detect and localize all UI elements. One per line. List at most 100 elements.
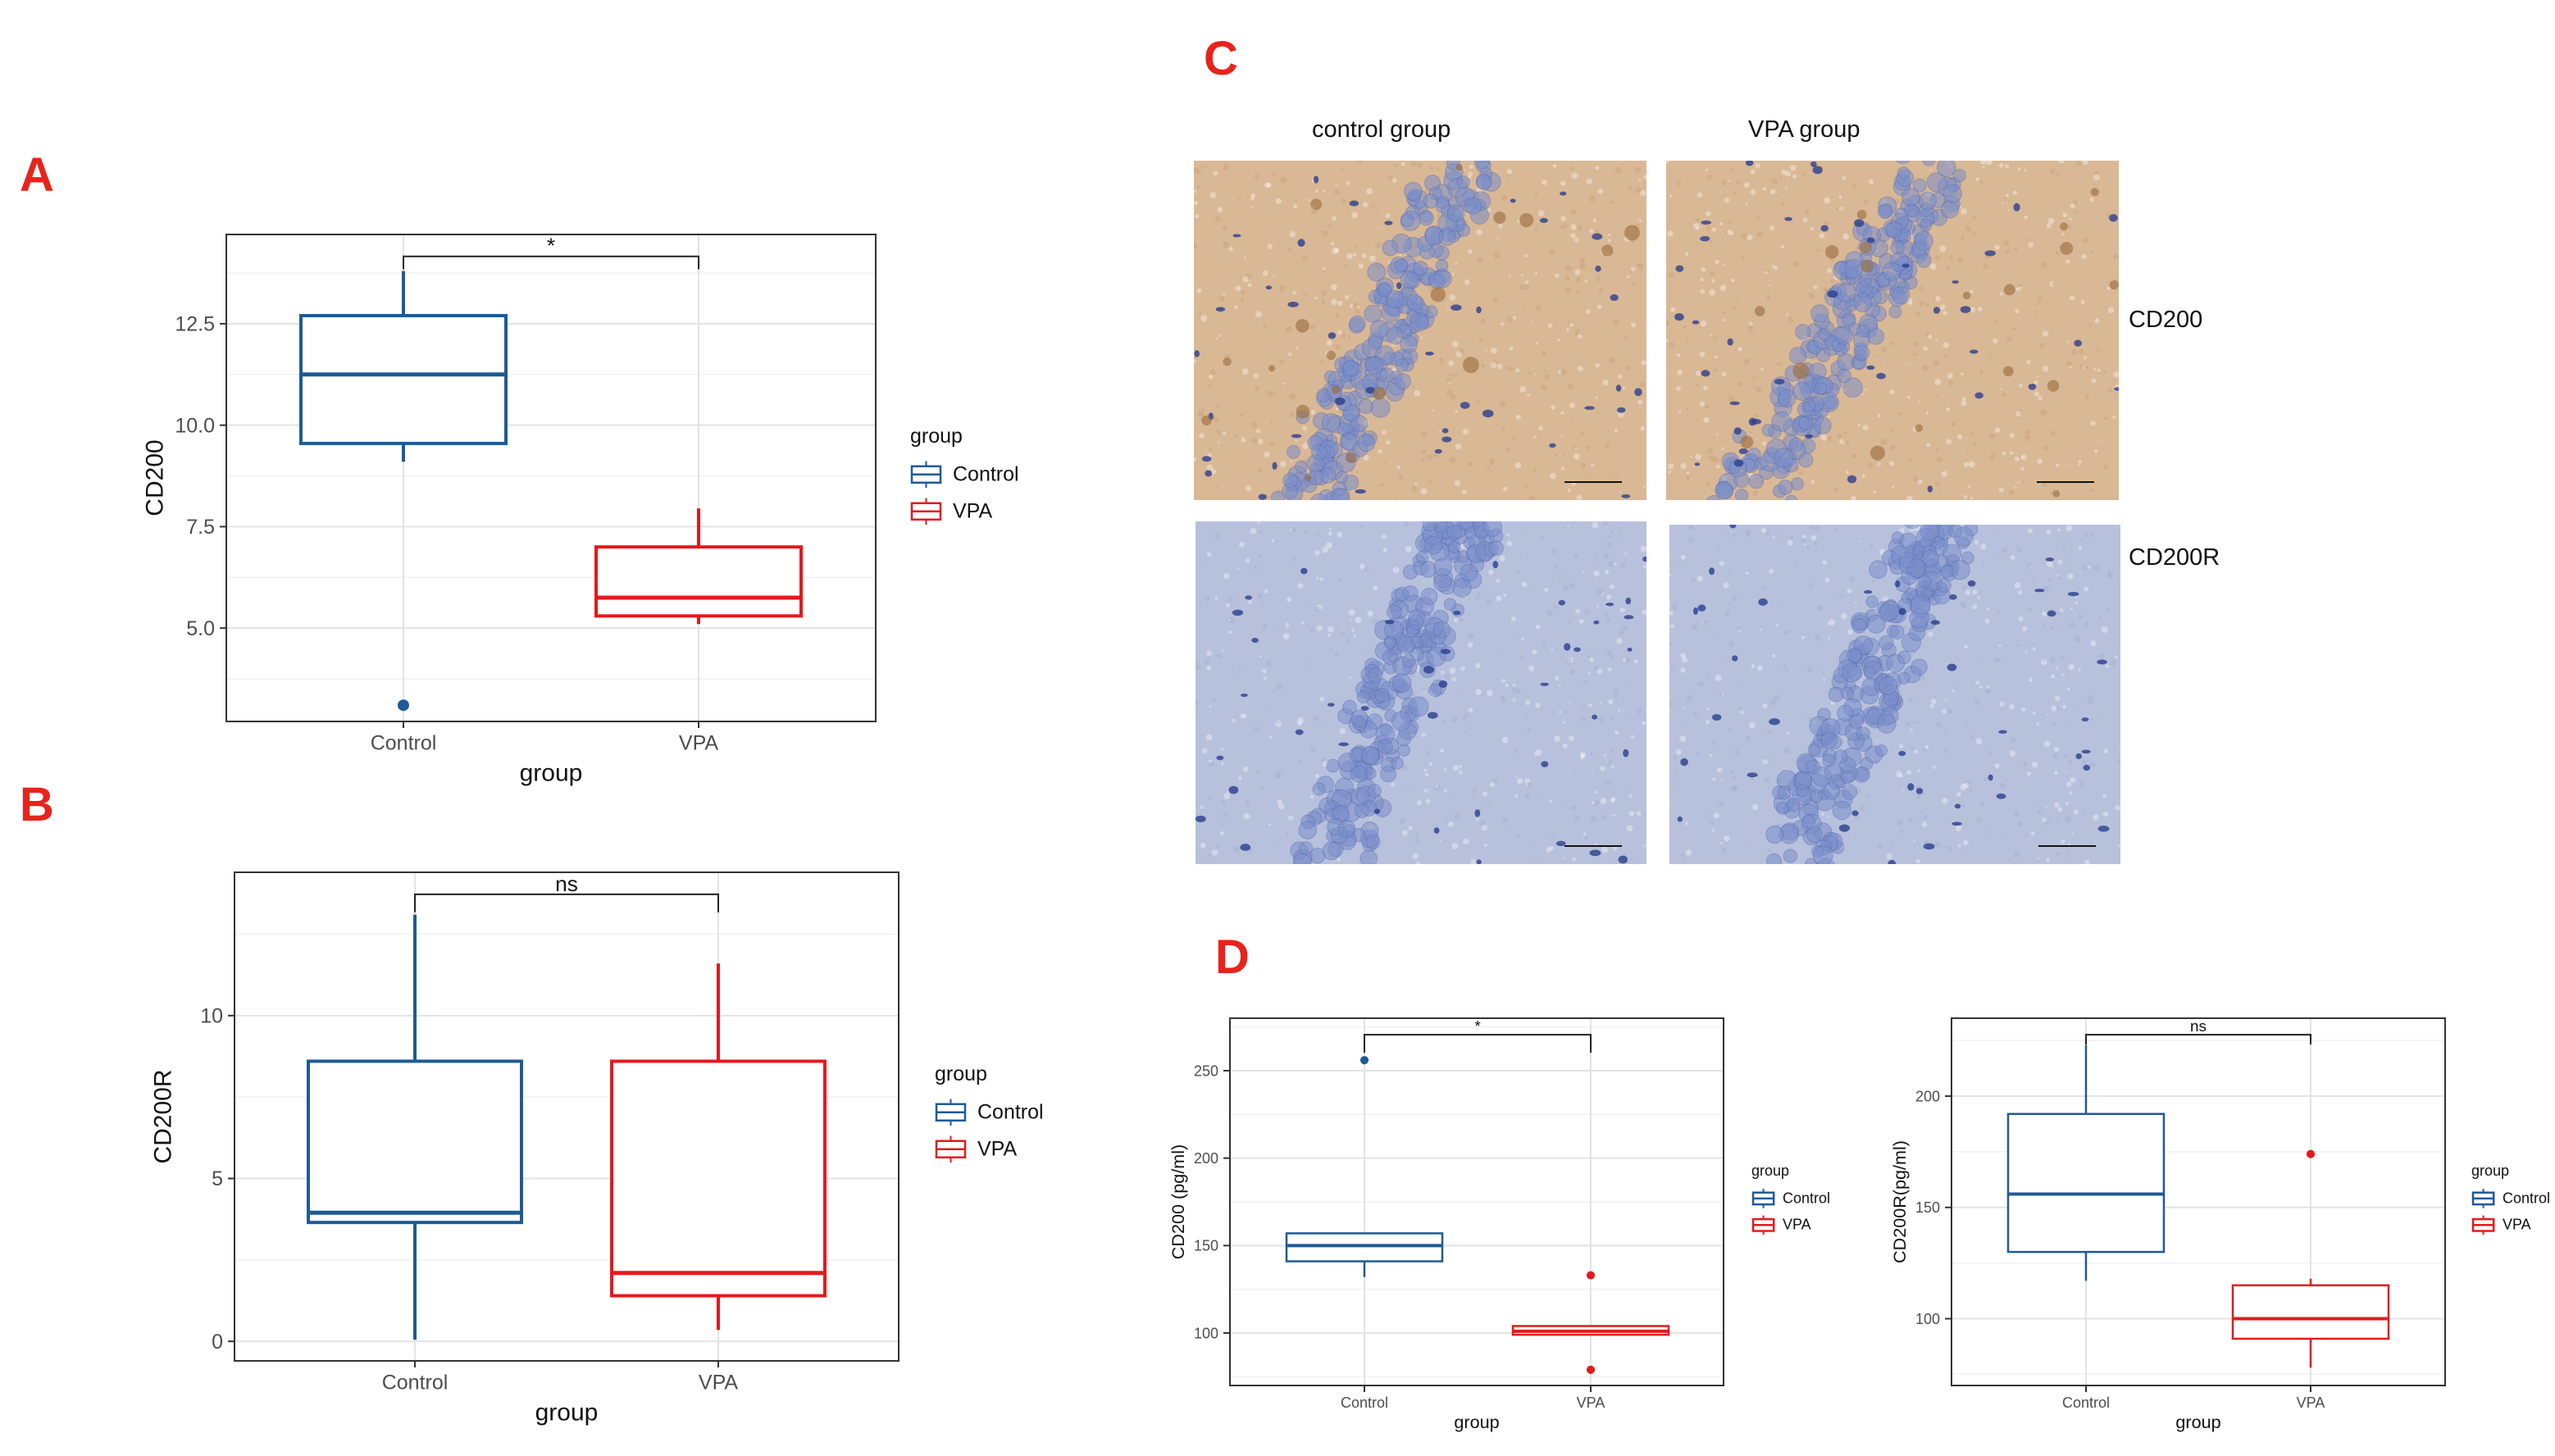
tissue-grain [1263, 324, 1267, 328]
tissue-grain [1847, 629, 1853, 635]
brown-stain [1624, 225, 1640, 241]
tissue-grain [1385, 213, 1391, 219]
tissue-grain [1736, 180, 1741, 184]
tissue-grain [1194, 167, 1200, 175]
tissue-grain [1699, 351, 1706, 357]
tissue-grain [1824, 197, 1831, 204]
tissue-grain [1218, 296, 1226, 303]
tissue-grain [1922, 364, 1929, 371]
tissue-grain [1724, 533, 1727, 536]
tissue-grain [2075, 210, 2079, 213]
tissue-grain [1592, 521, 1599, 529]
tissue-grain [1883, 596, 1886, 599]
tissue-grain [1961, 208, 1967, 215]
dark-nucleus [1245, 595, 1252, 600]
tissue-grain [1984, 618, 1990, 624]
tissue-grain [1329, 528, 1332, 530]
tissue-grain [1241, 436, 1244, 439]
ihc-row-label-cd200r: CD200R [2129, 544, 2220, 571]
tissue-grain [1710, 821, 1715, 826]
cell-nucleus [1422, 521, 1437, 532]
tissue-grain [1448, 373, 1452, 377]
tissue-grain [1740, 710, 1744, 715]
tissue-grain [1240, 413, 1244, 417]
cell-nucleus [1878, 676, 1898, 695]
tissue-grain [1876, 462, 1882, 466]
tissue-grain [1307, 602, 1310, 605]
tissue-grain [1603, 612, 1609, 617]
cell-nucleus [1310, 444, 1328, 461]
tissue-grain [1697, 192, 1703, 198]
tissue-grain [1477, 592, 1482, 597]
tissue-grain [1501, 427, 1505, 431]
cell-nucleus [1369, 320, 1389, 339]
tissue-grain [1781, 604, 1784, 607]
tissue-grain [1521, 274, 1523, 277]
tissue-grain [2055, 251, 2060, 255]
tissue-grain [1208, 759, 1213, 763]
tissue-grain [1965, 225, 1971, 232]
tissue-grain [2072, 705, 2075, 708]
tissue-grain [1929, 169, 1932, 171]
tissue-grain [1524, 254, 1528, 258]
tissue-grain [1399, 253, 1402, 257]
cell-nucleus [1435, 259, 1449, 272]
tissue-grain [1608, 758, 1613, 763]
dark-nucleus [1851, 810, 1859, 817]
tissue-grain [1918, 400, 1921, 403]
cell-nucleus [1807, 743, 1821, 757]
tissue-grain [1805, 208, 1810, 214]
tissue-grain [1276, 683, 1283, 690]
legend-item-label: VPA [977, 1137, 1017, 1160]
tissue-grain [1430, 411, 1432, 413]
tissue-grain [1520, 637, 1525, 641]
tissue-grain [2049, 657, 2056, 664]
tissue-grain [2065, 770, 2067, 772]
tissue-grain [1410, 161, 1418, 167]
tissue-grain [1220, 607, 1223, 610]
tissue-grain [1228, 247, 1233, 252]
tissue-grain [1467, 633, 1474, 639]
tissue-grain [1841, 612, 1847, 620]
tissue-grain [1289, 393, 1296, 400]
tissue-grain [1951, 421, 1956, 426]
cell-nucleus [1446, 204, 1465, 223]
dark-nucleus [1784, 216, 1792, 221]
tissue-grain [1816, 604, 1823, 612]
tissue-grain [1207, 796, 1212, 800]
tissue-grain [1972, 604, 1978, 610]
tissue-grain [2043, 366, 2049, 372]
tissue-grain [1817, 629, 1819, 631]
cell-nucleus [1863, 665, 1876, 678]
cell-nucleus [1386, 326, 1405, 345]
tissue-grain [1769, 699, 1776, 706]
tissue-grain [1476, 817, 1479, 821]
tissue-grain [1538, 425, 1543, 431]
ihc-image-control-cd200r [1196, 521, 1646, 864]
tissue-grain [1580, 431, 1585, 435]
tissue-grain [1570, 233, 1576, 239]
tissue-grain [1505, 366, 1510, 370]
tissue-grain [2098, 653, 2105, 659]
tissue-grain [1623, 658, 1627, 662]
brown-stain [2003, 284, 2015, 296]
tissue-grain [2103, 370, 2106, 374]
y-tick-label: 200 [1194, 1150, 1218, 1167]
tissue-grain [1297, 583, 1304, 589]
tissue-grain [1258, 593, 1264, 598]
tissue-grain [1574, 328, 1580, 334]
tissue-grain [1616, 638, 1623, 644]
tissue-grain [1280, 177, 1287, 184]
tissue-grain [2013, 810, 2020, 817]
brown-stain [1915, 424, 1924, 433]
dark-nucleus [1625, 597, 1632, 605]
cell-nucleus [1842, 377, 1863, 398]
tissue-grain [1381, 534, 1387, 539]
tissue-grain [1269, 441, 1274, 447]
dark-nucleus [2097, 659, 2107, 665]
plot-border [1229, 1017, 1724, 1386]
tissue-grain [1643, 844, 1646, 848]
tissue-grain [1352, 303, 1359, 309]
dark-nucleus [2047, 610, 2056, 617]
tissue-grain [1344, 263, 1348, 267]
